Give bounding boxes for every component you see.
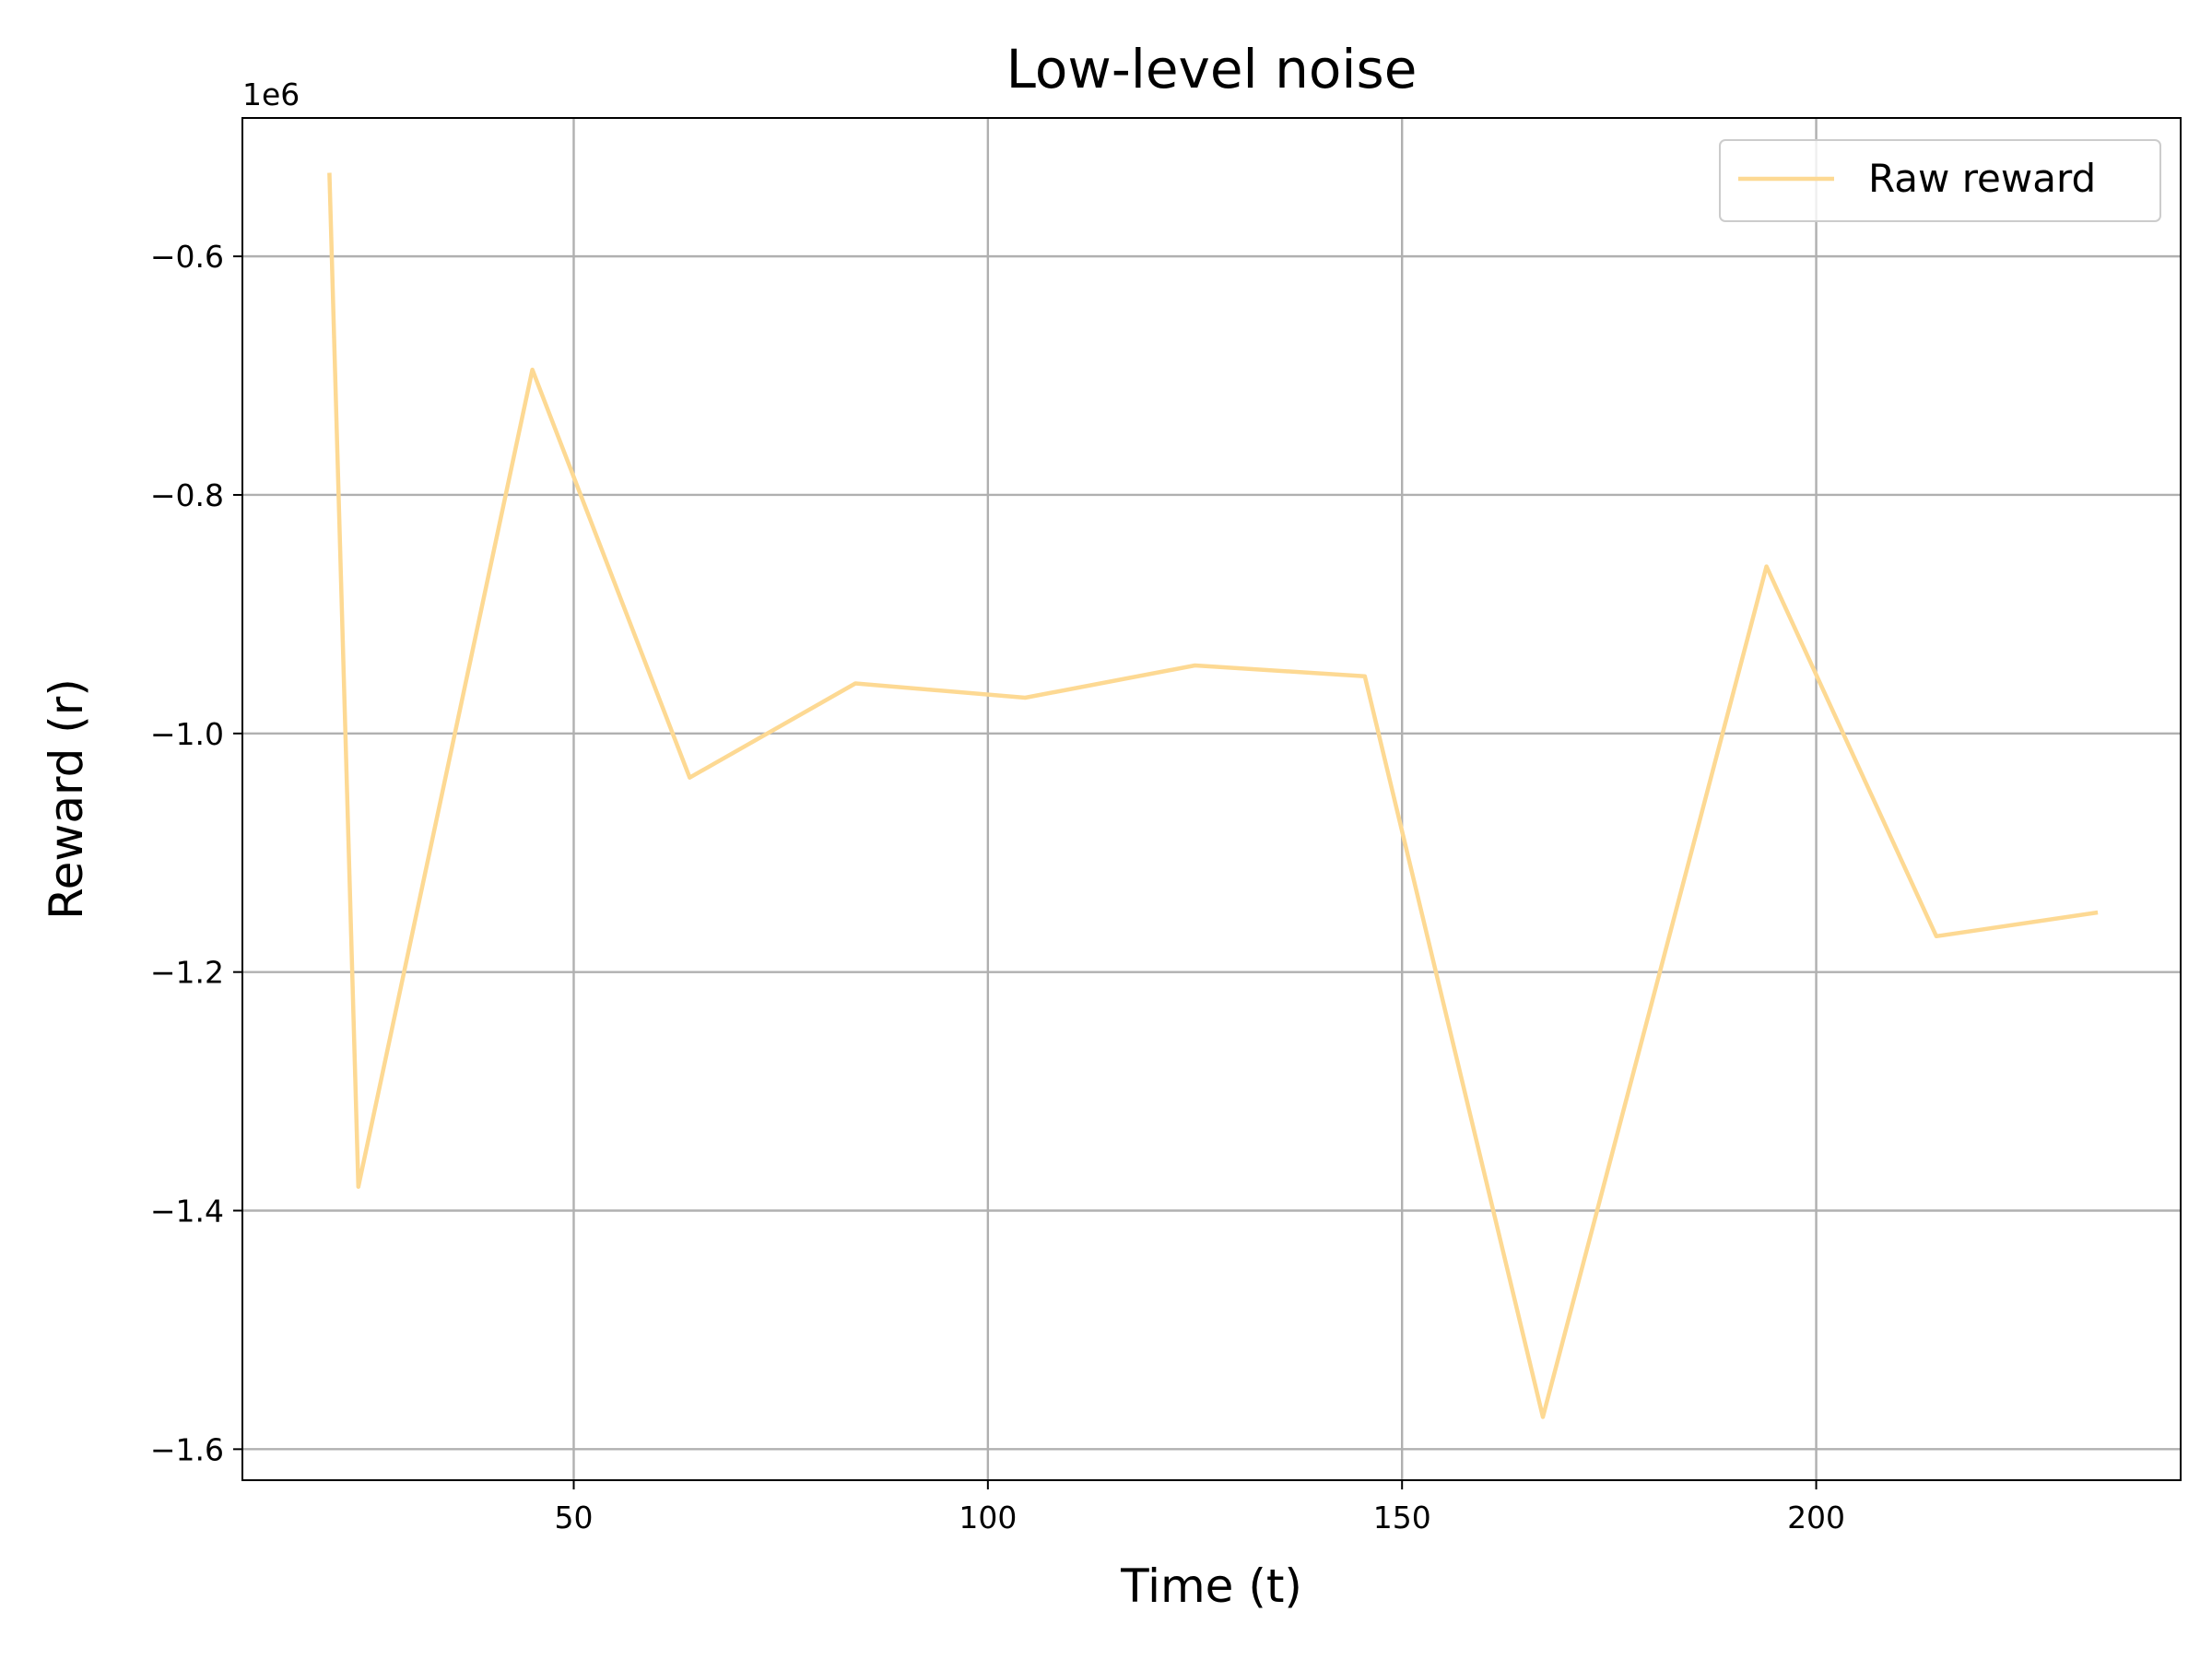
legend-label: Raw reward (1868, 156, 2096, 201)
chart-title: Low-level noise (1006, 38, 1418, 100)
y-axis-offset-label: 1e6 (242, 76, 300, 112)
x-tick-label: 50 (554, 1500, 593, 1535)
series-layer (327, 172, 2099, 1419)
x-tick-label: 150 (1373, 1500, 1431, 1535)
y-axis-label: Reward (r) (40, 678, 93, 920)
y-tick-label: −0.8 (150, 477, 224, 513)
y-tick-label: −1.2 (150, 955, 224, 991)
grid (242, 118, 2181, 1480)
legend-box (1719, 139, 2161, 222)
ticks: 50 100 150 200 −0.6 −0.8 −1.0 −1.2 −1.4 −1.6 (150, 239, 1845, 1535)
legend: Raw reward (1719, 139, 2161, 222)
plot-frame (241, 117, 2182, 1481)
y-tick-label: −1.4 (150, 1194, 224, 1230)
x-tick-label: 100 (959, 1500, 1017, 1535)
y-tick-label: −1.0 (150, 716, 224, 752)
y-tick-label: −0.6 (150, 239, 224, 275)
x-tick-label: 200 (1787, 1500, 1845, 1535)
y-tick-label: −1.6 (150, 1431, 224, 1467)
series-line-raw-reward (327, 172, 2099, 1419)
x-axis-label: Time (t) (1120, 1559, 1302, 1613)
